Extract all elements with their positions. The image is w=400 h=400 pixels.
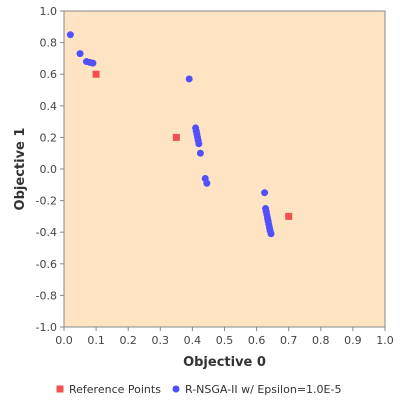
reference-point — [92, 70, 100, 78]
data-points — [66, 31, 293, 238]
x-tick-label: 0.8 — [312, 334, 330, 347]
y-tick-label: 1.0 — [40, 5, 58, 18]
solution-point — [196, 149, 204, 157]
x-tick-label: 0.4 — [184, 334, 202, 347]
y-tick-label: -1.0 — [36, 321, 57, 334]
y-tick-label: -0.4 — [36, 226, 57, 239]
y-tick-label: 0.8 — [40, 37, 58, 50]
x-tick-label: 0.9 — [344, 334, 362, 347]
y-tick-label: 0.6 — [40, 68, 58, 81]
x-axis: 0.0 0.1 0.2 0.3 0.4 0.5 0.6 0.7 0.8 0.9 1.0 — [55, 327, 394, 347]
reference-point — [172, 133, 180, 141]
solution-point — [267, 230, 275, 238]
y-tick-label: 0.0 — [40, 163, 58, 176]
y-tick-label: -0.8 — [36, 289, 57, 302]
x-tick-label: 1.0 — [376, 334, 394, 347]
reference-point — [285, 212, 293, 220]
x-tick-label: 0.3 — [152, 334, 170, 347]
y-tick-label: 0.4 — [40, 100, 58, 113]
legend-label: R-NSGA-II w/ Epsilon=1.0E-5 — [185, 383, 341, 396]
y-tick-label: -0.6 — [36, 258, 57, 271]
x-axis-title: Objective 0 — [183, 355, 266, 370]
solution-point — [203, 179, 211, 187]
y-tick-label: 0.2 — [40, 131, 58, 144]
legend-label: Reference Points — [69, 383, 161, 396]
x-tick-label: 0.6 — [248, 334, 266, 347]
solution-point — [185, 75, 193, 83]
x-tick-label: 0.5 — [216, 334, 234, 347]
y-axis-title: Objective 1 — [13, 128, 28, 211]
y-tick-label: -0.2 — [36, 195, 57, 208]
legend-circle-marker — [172, 385, 180, 393]
x-tick-label: 0.1 — [87, 334, 105, 347]
legend: Reference Points R-NSGA-II w/ Epsilon=1.0… — [56, 383, 341, 396]
solution-point — [261, 189, 269, 197]
solution-point — [66, 31, 74, 39]
plot-area — [63, 10, 386, 328]
x-tick-label: 0.0 — [55, 334, 73, 347]
x-tick-label: 0.2 — [119, 334, 137, 347]
solution-point — [89, 59, 97, 67]
legend-square-marker — [56, 385, 64, 393]
solution-point — [195, 140, 203, 148]
x-tick-label: 0.7 — [280, 334, 298, 347]
y-axis: 1.0 0.8 0.6 0.4 0.2 0.0 -0.2 -0.4 -0.6 -0.8 -1.0 — [36, 5, 64, 334]
solution-point — [76, 50, 84, 58]
